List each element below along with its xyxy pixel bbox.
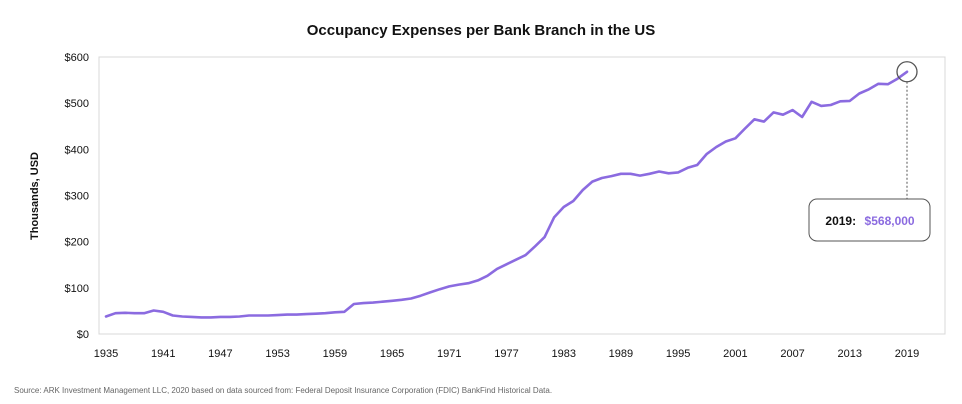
x-tick-label: 2007 xyxy=(780,348,804,360)
annotation: 2019: $568,000 xyxy=(808,61,931,242)
x-tick-label: 1995 xyxy=(666,348,690,360)
series-line xyxy=(104,70,909,319)
callout-label: 2019: $568,000 xyxy=(825,212,915,229)
y-tick-label: $100 xyxy=(65,283,89,295)
x-tick-label: 1941 xyxy=(151,348,175,360)
x-tick-label: 1959 xyxy=(323,348,347,360)
y-tick-label: $600 xyxy=(65,52,89,64)
y-tick-label: $500 xyxy=(65,98,89,110)
y-axis-label: Thousands, USD xyxy=(29,152,41,240)
plot-frame xyxy=(98,56,946,335)
callout-box xyxy=(808,198,931,242)
source-note: Source: ARK Investment Management LLC, 2… xyxy=(14,386,553,395)
x-tick-label: 1989 xyxy=(609,348,633,360)
y-tick-label: $300 xyxy=(65,191,89,203)
x-tick-label: 1971 xyxy=(437,348,461,360)
callout-value: $568,000 xyxy=(865,214,915,228)
x-tick-label: 2001 xyxy=(723,348,747,360)
x-tick-label: 1947 xyxy=(208,348,232,360)
y-tick-label: $0 xyxy=(77,329,89,341)
x-tick-label: 1983 xyxy=(551,348,575,360)
x-tick-label: 1965 xyxy=(380,348,404,360)
callout-year: 2019: xyxy=(825,214,856,228)
x-axis: 1935 1941 1947 1953 1959 1965 1971 1977 1983 1989… xyxy=(94,348,919,360)
x-tick-label: 2019 xyxy=(895,348,919,360)
x-tick-label: 1953 xyxy=(265,348,289,360)
y-axis: $0 $100 $200 $300 $400 $500 $600 xyxy=(65,52,89,341)
x-tick-label: 1977 xyxy=(494,348,518,360)
y-tick-label: $200 xyxy=(65,237,89,249)
chart-title: Occupancy Expenses per Bank Branch in th… xyxy=(306,22,656,39)
y-tick-label: $400 xyxy=(65,144,89,156)
x-tick-label: 1935 xyxy=(94,348,118,360)
x-tick-label: 2013 xyxy=(838,348,862,360)
